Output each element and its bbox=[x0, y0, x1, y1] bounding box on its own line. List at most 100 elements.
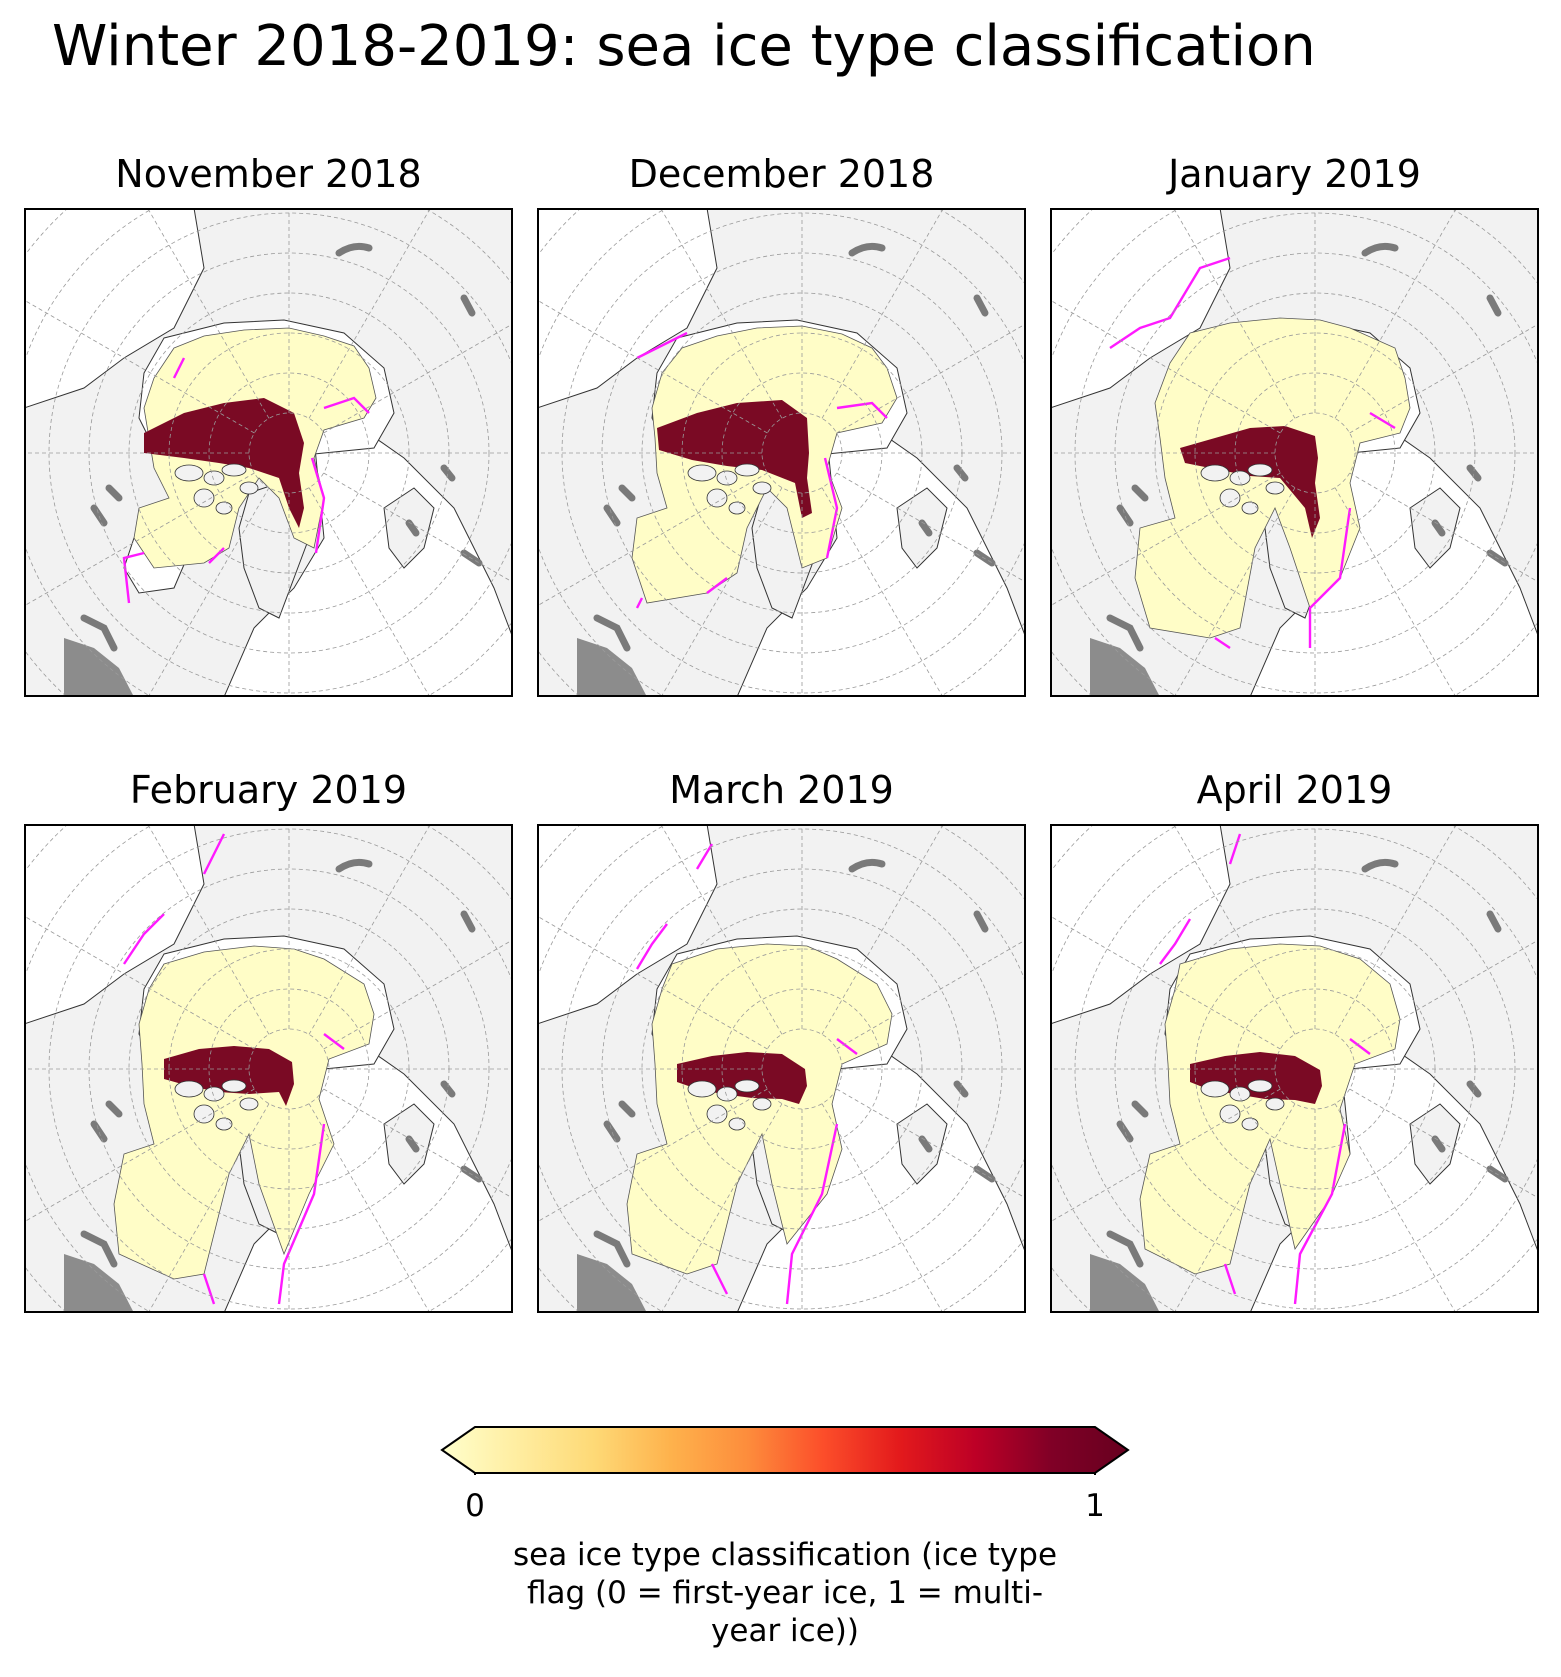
latitude-gridline bbox=[48, 212, 513, 694]
island bbox=[1200, 1080, 1230, 1098]
latitude-gridline bbox=[1074, 828, 1539, 1310]
lake bbox=[1486, 910, 1502, 933]
island bbox=[706, 488, 728, 508]
map-frame bbox=[24, 208, 513, 697]
great-lakes bbox=[64, 1254, 134, 1313]
arctic-map bbox=[1050, 824, 1539, 1313]
colorbar bbox=[440, 1425, 1130, 1483]
lake bbox=[1431, 1135, 1446, 1153]
lake bbox=[405, 519, 420, 537]
lake bbox=[1466, 464, 1482, 482]
atlantic-ocean bbox=[223, 422, 513, 697]
latitude-gridline bbox=[721, 372, 883, 534]
map-canvas bbox=[24, 208, 513, 697]
pacific-ocean bbox=[1050, 824, 1231, 1025]
island bbox=[1265, 481, 1285, 495]
pacific-ocean bbox=[24, 824, 205, 1025]
lake bbox=[335, 858, 373, 873]
lake bbox=[953, 1080, 969, 1098]
island bbox=[1229, 1086, 1251, 1102]
map-canvas bbox=[537, 824, 1026, 1313]
great-lakes bbox=[1090, 1254, 1160, 1313]
island bbox=[687, 464, 717, 482]
map-canvas bbox=[1050, 824, 1539, 1313]
colorbar-body bbox=[440, 1426, 1130, 1474]
lake bbox=[973, 294, 989, 317]
island bbox=[239, 481, 259, 495]
island bbox=[221, 463, 247, 477]
island bbox=[752, 1097, 772, 1111]
lake bbox=[973, 910, 989, 933]
island bbox=[203, 470, 225, 486]
island bbox=[728, 501, 746, 515]
island bbox=[716, 1086, 738, 1102]
island bbox=[1241, 501, 1259, 515]
panel-title: November 2018 bbox=[115, 152, 422, 196]
map-canvas bbox=[537, 208, 1026, 697]
lake bbox=[335, 242, 373, 257]
great-lakes bbox=[64, 638, 134, 697]
island bbox=[706, 1104, 728, 1124]
lake bbox=[953, 464, 969, 482]
latitude-gridline bbox=[561, 212, 1026, 694]
ice-edge-line bbox=[123, 833, 345, 1305]
figure-title: Winter 2018-2019: sea ice type classific… bbox=[52, 14, 1316, 79]
pacific-ocean bbox=[1050, 208, 1231, 409]
lake bbox=[1486, 294, 1502, 317]
island bbox=[734, 463, 760, 477]
arctic-map bbox=[24, 824, 513, 1313]
island bbox=[1219, 488, 1241, 508]
latitude-gridline bbox=[88, 252, 490, 654]
lake bbox=[105, 1100, 123, 1118]
lake bbox=[1106, 1230, 1144, 1268]
pacific-ocean bbox=[24, 208, 205, 409]
island bbox=[174, 464, 204, 482]
panel-title: January 2019 bbox=[1168, 152, 1421, 196]
latitude-gridline bbox=[1074, 212, 1539, 694]
lake bbox=[1106, 614, 1144, 652]
island bbox=[1265, 1097, 1285, 1111]
island bbox=[215, 501, 233, 515]
lake bbox=[90, 504, 108, 527]
latitude-gridline bbox=[208, 988, 370, 1150]
lake bbox=[1131, 1100, 1149, 1118]
map-frame bbox=[24, 824, 513, 1313]
multi-year-ice bbox=[144, 398, 304, 528]
arctic-map bbox=[537, 824, 1026, 1313]
lake bbox=[460, 294, 476, 317]
arctic-map bbox=[537, 208, 1026, 697]
lake bbox=[1131, 484, 1149, 502]
colorbar-graphic bbox=[440, 1426, 1130, 1483]
ice-edge-line bbox=[122, 357, 370, 604]
island bbox=[1247, 463, 1273, 477]
lake bbox=[1116, 1120, 1134, 1143]
island bbox=[1219, 1104, 1241, 1124]
latitude-gridline bbox=[601, 868, 1003, 1270]
great-lakes bbox=[577, 638, 647, 697]
map-canvas bbox=[24, 824, 513, 1313]
lake bbox=[848, 858, 886, 873]
island bbox=[1229, 470, 1251, 486]
map-frame bbox=[537, 824, 1026, 1313]
panel-title: March 2019 bbox=[669, 768, 894, 812]
lake bbox=[440, 464, 456, 482]
island bbox=[734, 1079, 760, 1093]
latitude-gridline bbox=[1234, 988, 1396, 1150]
latitude-gridline bbox=[561, 828, 1026, 1310]
ice-edge-line bbox=[1109, 256, 1396, 649]
lake bbox=[1466, 1080, 1482, 1098]
lake bbox=[405, 1135, 420, 1153]
great-lakes bbox=[577, 1254, 647, 1313]
lake bbox=[918, 519, 933, 537]
island bbox=[1241, 1117, 1259, 1131]
lake bbox=[460, 910, 476, 933]
multi-year-ice bbox=[164, 1046, 294, 1106]
great-lakes bbox=[1090, 638, 1160, 697]
island bbox=[728, 1117, 746, 1131]
colorbar-label: sea ice type classification (ice type fl… bbox=[440, 1536, 1130, 1650]
lake bbox=[618, 1100, 636, 1118]
latitude-gridline bbox=[601, 252, 1003, 654]
island bbox=[215, 1117, 233, 1131]
ice-edge-line bbox=[635, 843, 858, 1305]
island bbox=[1200, 464, 1230, 482]
